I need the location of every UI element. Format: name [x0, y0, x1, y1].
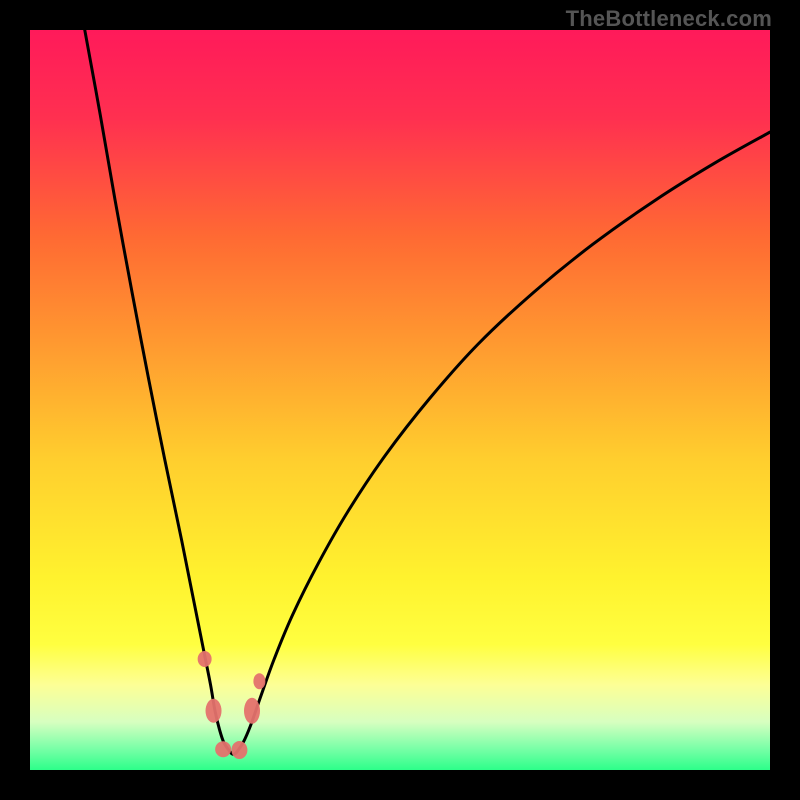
gradient-background [30, 30, 770, 770]
data-marker [198, 651, 212, 667]
watermark-text: TheBottleneck.com [566, 6, 772, 32]
bottleneck-curve-chart [30, 30, 770, 770]
chart-container: TheBottleneck.com [0, 0, 800, 800]
data-marker [215, 741, 231, 757]
data-marker [253, 673, 265, 689]
data-marker [231, 741, 247, 759]
data-marker [206, 699, 222, 723]
plot-area [30, 30, 770, 770]
data-marker [244, 698, 260, 724]
